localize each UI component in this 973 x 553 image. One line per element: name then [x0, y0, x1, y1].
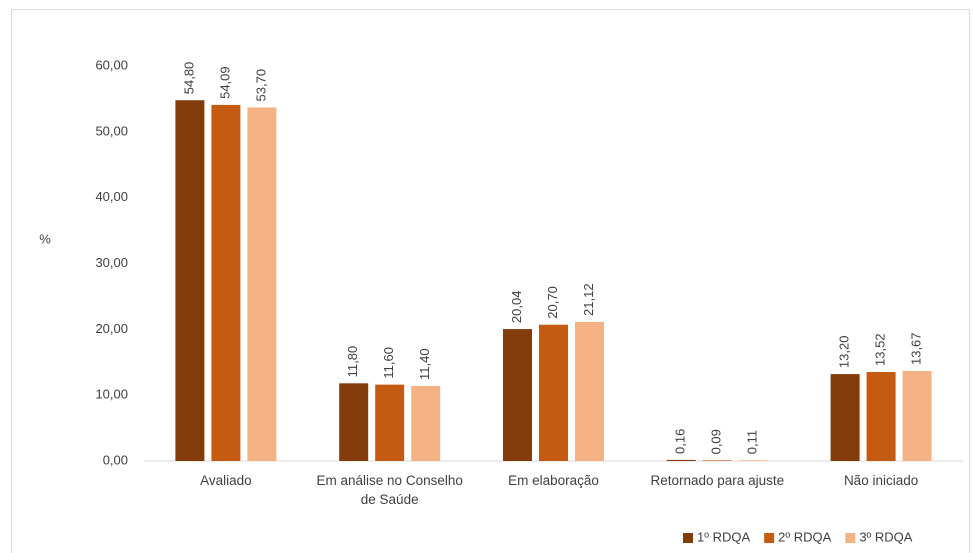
value-label: 13,20	[837, 336, 852, 369]
x-tick-label: Avaliado	[200, 473, 252, 488]
bar	[666, 459, 696, 461]
legend-swatch	[845, 533, 856, 543]
value-label: 54,80	[181, 62, 196, 95]
legend-label: 3º RDQA	[859, 529, 912, 544]
value-label: 13,67	[909, 332, 924, 365]
value-label: 0,16	[673, 429, 688, 454]
y-axis-label: %	[39, 231, 51, 246]
x-tick-label: Não iniciado	[843, 473, 919, 488]
value-label: 11,80	[345, 346, 360, 378]
x-tick-label: Em elaboração	[508, 473, 599, 488]
y-tick-label: 30,00	[95, 255, 128, 270]
value-label: 54,09	[217, 66, 232, 99]
y-tick-label: 10,00	[95, 387, 128, 402]
bar	[375, 384, 405, 461]
value-label: 13,52	[873, 333, 888, 366]
bar	[339, 383, 369, 461]
legend-label: 1º RDQA	[697, 529, 750, 544]
value-label: 53,70	[253, 69, 268, 102]
value-label: 20,04	[509, 291, 524, 324]
bar	[702, 460, 732, 461]
bar	[539, 324, 568, 461]
bar	[175, 100, 205, 461]
legend-swatch	[764, 533, 775, 543]
bar	[503, 329, 532, 461]
bar	[738, 460, 768, 461]
value-label: 11,60	[381, 347, 396, 379]
value-label: 0,09	[709, 429, 724, 454]
y-tick-label: 20,00	[95, 321, 128, 336]
bar	[866, 371, 896, 461]
bar	[211, 104, 241, 461]
chart-border	[11, 9, 970, 553]
value-label: 20,70	[545, 286, 560, 319]
y-tick-label: 60,00	[95, 57, 128, 72]
legend-swatch	[683, 533, 693, 543]
value-label: 0,11	[745, 430, 760, 454]
legend-label: 2º RDQA	[778, 529, 831, 544]
bar	[575, 321, 604, 461]
y-tick-label: 50,00	[95, 123, 128, 138]
y-tick-label: 0,00	[103, 452, 128, 467]
bar	[830, 374, 860, 461]
y-tick-label: 40,00	[95, 189, 128, 204]
bar	[411, 385, 441, 461]
value-label: 11,40	[417, 348, 432, 380]
bar	[902, 371, 932, 461]
bar	[247, 107, 277, 461]
x-tick-label: Em análise no Conselho de Saúde	[316, 473, 463, 507]
value-label: 21,12	[581, 283, 596, 316]
x-tick-label: Retornado para ajuste	[650, 473, 785, 488]
